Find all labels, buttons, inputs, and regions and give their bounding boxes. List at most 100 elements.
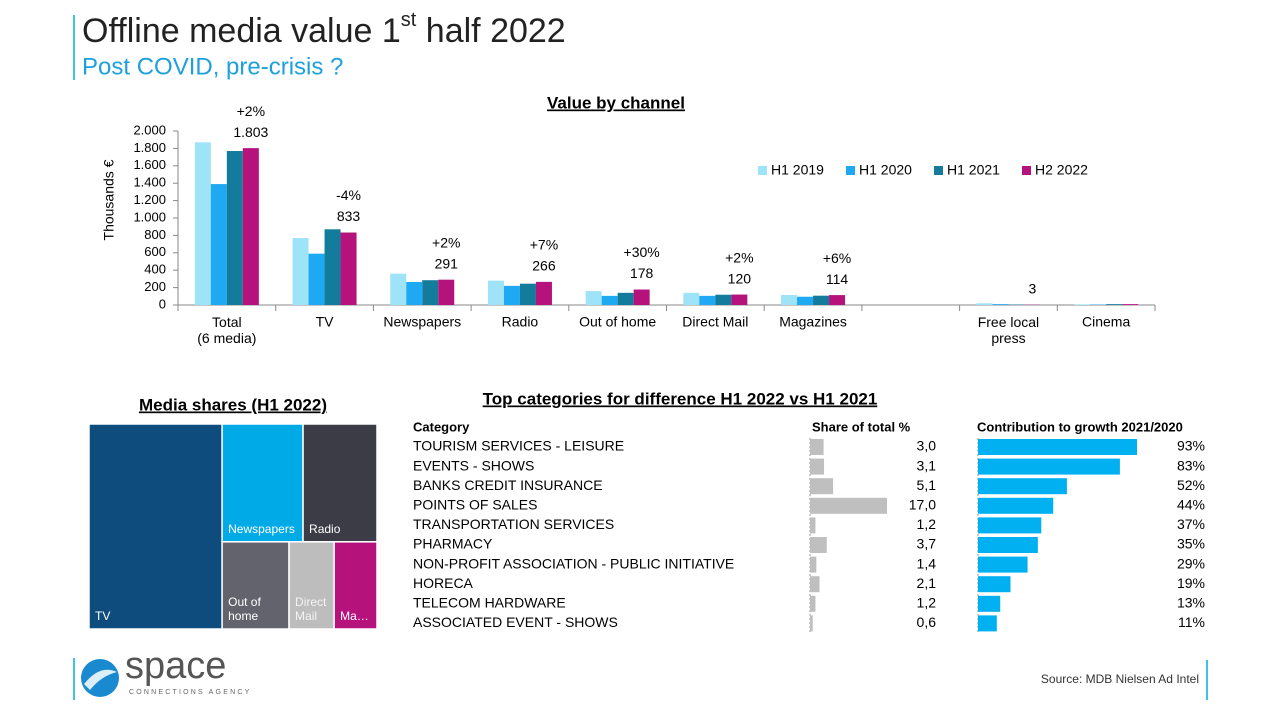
text-line: Total (212, 314, 242, 330)
legend-swatch (846, 166, 855, 175)
bar (242, 148, 259, 305)
row-label: NON-PROFIT ASSOCIATION - PUBLIC INITIATI… (413, 555, 734, 571)
treemap-label: Newspapers (228, 522, 295, 536)
bar (810, 478, 834, 495)
bar (781, 294, 798, 305)
treemap-label: Direct Mail (295, 595, 327, 623)
subtitle: Post COVID, pre-crisis ? (82, 53, 343, 80)
bar (1122, 304, 1139, 305)
bar (535, 281, 552, 305)
row-label: PHARMACY (413, 536, 493, 552)
y-tick-label: 600 (144, 244, 166, 259)
x-tick-label: Out of home (579, 314, 656, 330)
bar (978, 439, 1137, 455)
row-label: TOURISM SERVICES - LEISURE (413, 438, 624, 454)
x-tick-label: Total (6 media) (197, 314, 256, 346)
change-label: +2% (237, 103, 265, 119)
bar (1074, 304, 1091, 305)
value-label: 11% (1178, 614, 1205, 630)
legend-label: H1 2019 (771, 162, 824, 178)
bar (683, 292, 700, 305)
value-label: 44% (1177, 497, 1205, 513)
treemap-label: Out of home (228, 595, 261, 623)
x-tick-label: Cinema (1082, 314, 1130, 330)
chart-title: Media shares (H1 2022) (139, 395, 327, 414)
value-label: 178 (630, 265, 654, 281)
value-label: 93% (1177, 438, 1205, 454)
column-header: Share of total % (812, 419, 911, 434)
x-tick-label: Radio (502, 314, 539, 330)
bar (226, 151, 243, 305)
treemap-cell (333, 541, 378, 630)
value-label: 17,0 (909, 497, 936, 513)
y-tick-label: 200 (144, 279, 166, 294)
logo-subtext: CONNECTIONS AGENCY (129, 689, 251, 696)
logo-swoosh (84, 669, 117, 690)
value-label: 3,0 (917, 438, 937, 454)
treemap-label: Radio (309, 522, 341, 536)
bar (976, 303, 993, 305)
row-label: EVENTS - SHOWS (413, 457, 534, 473)
bar (340, 232, 357, 305)
text-line: Out of (228, 595, 261, 609)
source: Source: MDB Nielsen Ad Intel (1041, 672, 1199, 686)
value-label: 2,1 (917, 575, 937, 591)
column-header: Category (413, 419, 470, 434)
bar (810, 537, 827, 553)
change-label: +30% (624, 244, 660, 260)
change-label: -4% (336, 187, 361, 203)
bar (810, 595, 816, 612)
value-label: 19% (1177, 575, 1205, 591)
row-label: TELECOM HARDWARE (413, 595, 566, 611)
value-label: 1.803 (233, 124, 268, 140)
value-label: 13% (1177, 595, 1205, 611)
title-rest: half 2022 (416, 12, 565, 50)
chart-title: Value by channel (547, 93, 685, 112)
logo-text: space (125, 645, 226, 687)
y-tick-label: 2.000 (133, 122, 166, 137)
legend-label: H1 2020 (859, 162, 912, 178)
bar (978, 595, 1001, 612)
text-line: Direct (295, 595, 327, 609)
value-label: 83% (1177, 457, 1205, 473)
y-tick-label: 0 (159, 296, 166, 311)
bar (978, 517, 1042, 534)
treemap-label: Ma… (340, 609, 369, 623)
y-tick-label: 400 (144, 262, 166, 277)
value-label: 291 (435, 255, 459, 271)
bar (438, 279, 455, 305)
value-label: 266 (532, 258, 556, 274)
row-label: POINTS OF SALES (413, 497, 537, 513)
bar (308, 253, 325, 305)
y-tick-label: 1.800 (133, 140, 166, 155)
y-tick-label: 1.400 (133, 175, 166, 190)
bar (503, 285, 520, 305)
bar (978, 478, 1067, 495)
bar (585, 291, 602, 305)
value-label: 120 (728, 270, 752, 286)
bar (715, 294, 732, 305)
bar (617, 292, 634, 305)
value-label: 833 (337, 208, 361, 224)
row-label: TRANSPORTATION SERVICES (413, 516, 614, 532)
bar (813, 295, 830, 305)
value-label: 1,2 (917, 516, 937, 532)
y-tick-label: 1.200 (133, 192, 166, 207)
bar (810, 576, 820, 593)
change-label: +6% (823, 250, 851, 266)
text-line: (6 media) (197, 330, 256, 346)
value-label: 52% (1177, 477, 1205, 493)
row-label: ASSOCIATED EVENT - SHOWS (413, 614, 618, 630)
change-label: +2% (432, 234, 460, 250)
x-tick-label: Newspapers (383, 314, 461, 330)
x-tick-label: Direct Mail (682, 314, 748, 330)
treemap-label: TV (95, 609, 110, 623)
bar (810, 439, 824, 455)
change-label: +7% (530, 237, 558, 253)
bar (978, 576, 1011, 593)
bar (797, 296, 814, 305)
bar (292, 238, 309, 305)
legend-swatch (758, 166, 767, 175)
text-line: home (228, 609, 258, 623)
